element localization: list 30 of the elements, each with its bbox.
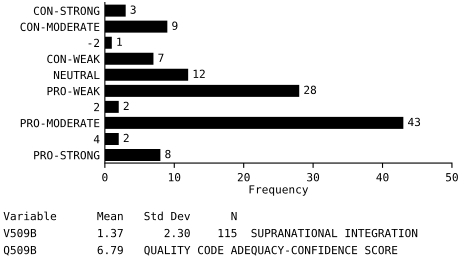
y-tick-label: PRO-WEAK [48,86,100,96]
y-tick-label: 4 [94,135,100,144]
y-tick-label: -2 [88,38,100,47]
x-axis-title: Frequency [250,185,308,196]
data-label: 2 [124,102,129,110]
x-tick-label: 40 [376,172,388,182]
data-label: 7 [158,54,164,62]
data-label: 28 [304,86,316,94]
text: V509B 1.37 2.30 115 SUPRANATIONAL INTEGRATION [4,228,418,238]
data-label: 2 [124,134,129,142]
data-label: 43 [408,118,420,126]
y-tick-label: CON-STRONG [34,6,100,16]
data-label: 1 [117,38,122,46]
x-tick-label: 0 [102,172,108,182]
x-tick-label: 10 [168,172,180,182]
y-tick-label: CON-WEAK [47,54,100,64]
y-tick-label: PRO-STRONG [34,151,100,160]
y-tick-label: CON-MODERATE [20,22,100,32]
x-tick-label: 30 [307,172,320,182]
data-label: 9 [172,22,178,30]
x-tick-label: 20 [238,172,250,182]
data-label: 8 [165,150,171,158]
text: Variable Mean Std Dev N [4,212,237,220]
y-tick-label: PRO-MODERATE [20,118,100,128]
data-label: 12 [194,70,205,78]
y-tick-label: NEUTRAL [54,70,100,80]
data-label: 3 [130,5,136,14]
x-tick-label: 50 [446,172,458,182]
text: Q509B 6.79 QUALITY CODE ADEQUACY-CONFIDENCE SCORE [4,246,398,256]
y-tick-label: 2 [94,102,100,112]
